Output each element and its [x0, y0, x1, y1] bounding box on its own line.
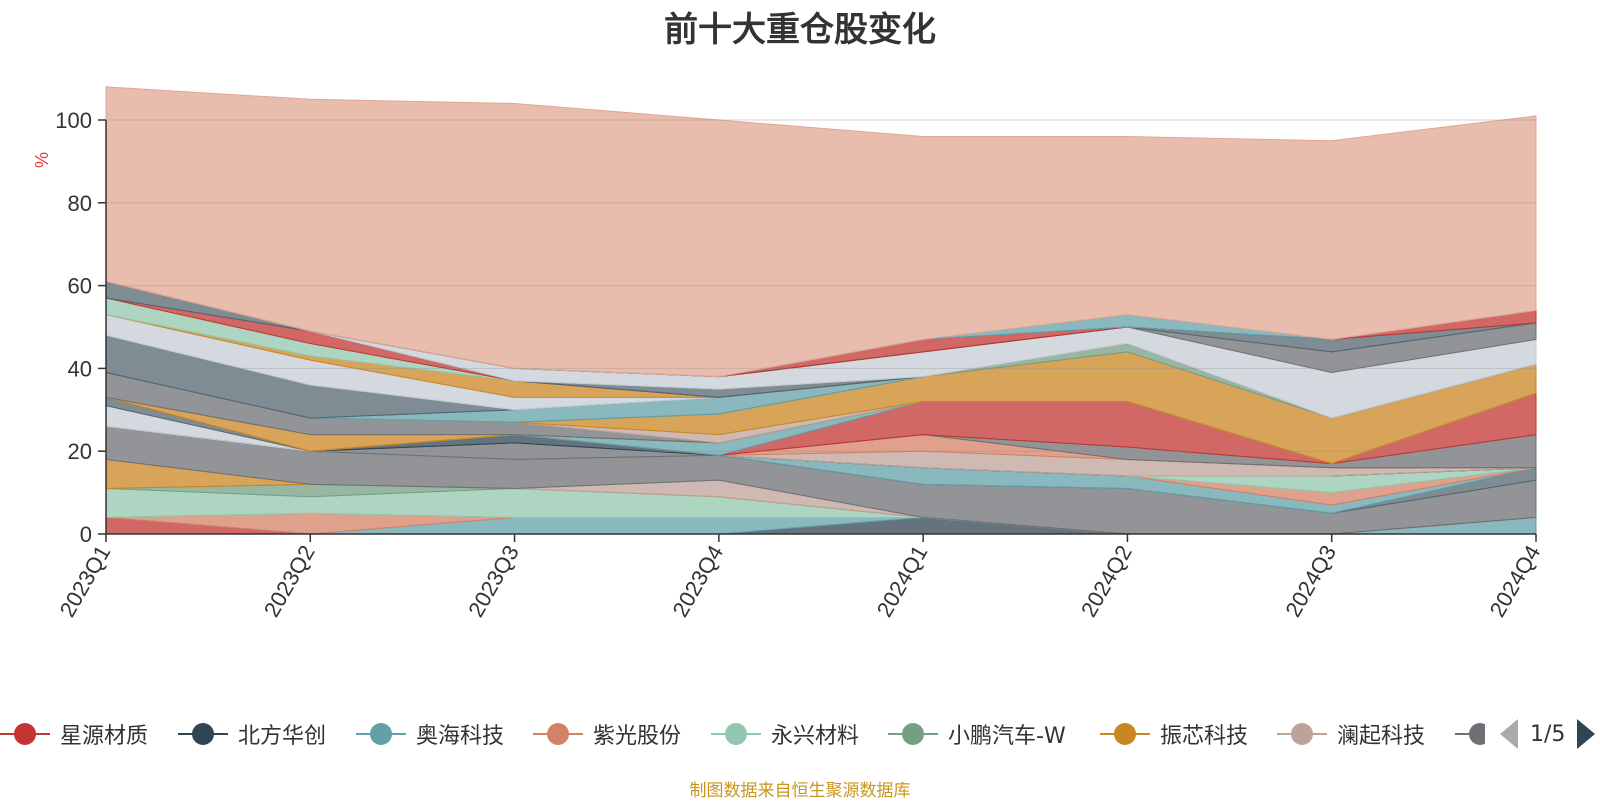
legend-marker-icon — [178, 722, 228, 746]
x-tick-label: 2023Q2 — [259, 541, 320, 621]
legend-item-truncated[interactable] — [1455, 712, 1485, 756]
y-tick-label: 60 — [68, 274, 92, 299]
x-tick-label: 2024Q2 — [1076, 541, 1137, 621]
y-tick-label: 80 — [68, 191, 92, 216]
legend-marker-icon — [533, 722, 583, 746]
legend-label: 振芯科技 — [1160, 724, 1249, 749]
legend-marker-icon — [711, 722, 761, 746]
legend-item[interactable]: 澜起科技 — [1277, 712, 1425, 756]
legend-label: 澜起科技 — [1337, 724, 1426, 749]
stacked-areas — [105, 86, 1537, 535]
legend-item[interactable]: 北方华创 — [178, 712, 326, 756]
legend-item[interactable]: 星源材质 — [0, 712, 148, 756]
y-tick-label: 40 — [68, 356, 92, 381]
legend-marker-icon — [1455, 722, 1485, 746]
legend-item[interactable]: 奥海科技 — [356, 712, 504, 756]
legend-label: 奥海科技 — [416, 724, 505, 749]
source-note: 制图数据来自恒生聚源数据库 — [689, 781, 911, 801]
legend-item[interactable]: 振芯科技 — [1100, 712, 1248, 756]
x-tick-label: 2024Q1 — [872, 541, 933, 621]
legend-marker-icon — [888, 722, 938, 746]
legend-item[interactable]: 小鹏汽车-W — [888, 712, 1066, 756]
legend-next-page-icon[interactable] — [1577, 719, 1596, 749]
legend-item[interactable]: 紫光股份 — [533, 712, 681, 756]
y-axis-unit-label: % — [32, 152, 52, 168]
legend-label: 紫光股份 — [593, 724, 682, 749]
legend-item[interactable]: 永兴材料 — [711, 712, 859, 756]
x-tick-label: 2024Q4 — [1485, 541, 1546, 621]
legend-label: 小鹏汽车-W — [948, 724, 1066, 749]
legend-marker-icon — [0, 722, 50, 746]
legend-label: 北方华创 — [238, 724, 327, 749]
y-tick-label: 0 — [80, 522, 92, 547]
y-tick-label: 20 — [68, 439, 92, 464]
y-tick-label: 100 — [55, 108, 92, 133]
legend: 星源材质 北方华创 奥海科技 紫光股份 永兴材料 小鹏汽车-W 振芯科技 澜起科技 — [0, 712, 1600, 756]
legend-label: 永兴材料 — [771, 724, 860, 749]
legend-marker-icon — [1277, 722, 1327, 746]
x-tick-label: 2023Q1 — [55, 541, 116, 621]
legend-page-indicator: 1/5 — [1530, 721, 1566, 747]
grid-lines — [106, 119, 1536, 452]
legend-label: 星源材质 — [60, 724, 149, 749]
chart-title: 前十大重仓股变化 — [664, 10, 936, 50]
legend-marker-icon — [356, 722, 406, 746]
legend-prev-page-icon[interactable] — [1500, 719, 1518, 749]
x-tick-label: 2023Q3 — [463, 541, 524, 621]
x-tick-label: 2024Q3 — [1280, 541, 1341, 621]
area-series-40 — [105, 86, 1537, 378]
legend-pager: 1/5 — [1500, 712, 1596, 756]
legend-marker-icon — [1100, 722, 1150, 746]
x-tick-label: 2023Q4 — [667, 541, 728, 621]
